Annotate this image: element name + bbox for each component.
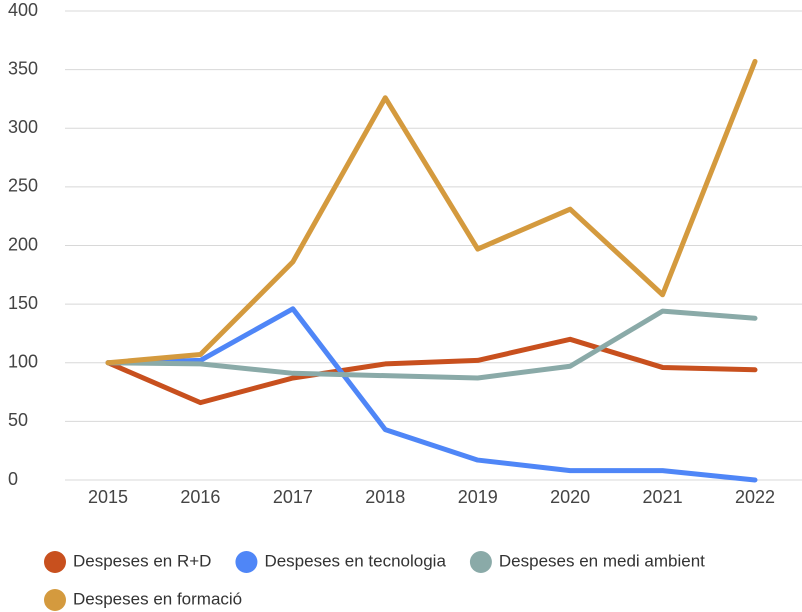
y-tick-label: 100 [8,352,38,372]
y-tick-label: 400 [8,0,38,20]
x-tick-label: 2015 [88,487,128,507]
legend-label: Despeses en tecnologia [264,551,446,570]
line-series [105,336,758,406]
x-tick-label: 2018 [365,487,405,507]
line-series [105,58,758,366]
y-tick-label: 350 [8,58,38,78]
y-tick-label: 250 [8,176,38,196]
y-tick-label: 200 [8,234,38,254]
x-tick-label: 2022 [735,487,775,507]
y-tick-label: 50 [8,410,28,430]
y-tick-label: 300 [8,117,38,137]
x-tick-label: 2020 [550,487,590,507]
y-tick-label: 0 [8,469,18,489]
legend-marker [469,551,492,573]
legend-label: Despeses en R+D [73,551,211,570]
legend-marker [235,551,258,573]
line-series [105,306,758,483]
legend-label: Despeses en formació [73,589,242,608]
legend-marker [44,551,66,573]
x-tick-label: 2017 [273,487,313,507]
y-tick-label: 150 [8,293,38,313]
line-series [105,308,758,381]
legend-label: Despeses en medi ambient [499,551,705,570]
x-tick-label: 2016 [180,487,220,507]
x-tick-label: 2021 [643,487,683,507]
x-tick-label: 2019 [458,487,498,507]
legend-marker [44,589,66,611]
